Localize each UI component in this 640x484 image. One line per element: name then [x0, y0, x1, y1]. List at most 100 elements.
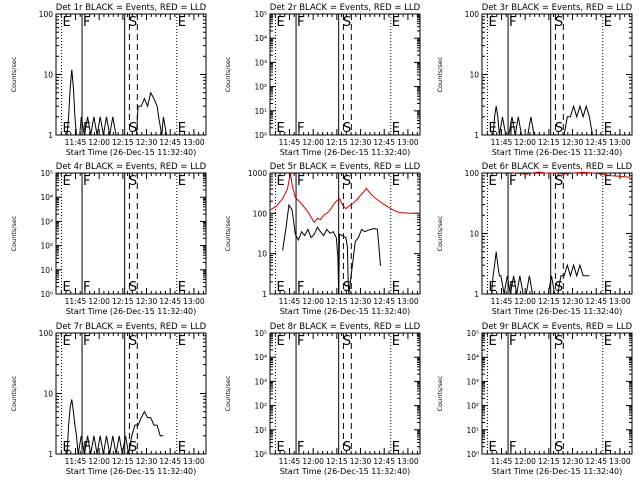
x-tick-label: 12:15: [326, 297, 348, 306]
x-tick-label: 12:15: [112, 457, 134, 466]
x-tick-label: 12:15: [538, 457, 560, 466]
x-tick-label: 12:30: [562, 138, 584, 147]
marker-letter-bottom-E: E: [392, 280, 400, 295]
y-tick-label: 1: [474, 131, 479, 140]
y-tick-label: 10⁴: [254, 353, 267, 362]
y-tick-label: 10⁴: [466, 353, 479, 362]
x-tick-label: 13:00: [183, 457, 205, 466]
marker-letter-bottom-E: E: [604, 280, 612, 295]
marker-letter-top-E: E: [63, 15, 71, 30]
events-series-line: [491, 251, 590, 295]
marker-letter-top-E: E: [489, 15, 497, 30]
y-axis-label: Counts/sec: [436, 375, 444, 411]
x-tick-label: 12:30: [350, 457, 372, 466]
marker-letter-top-E: E: [392, 15, 400, 30]
y-axis-label: Counts/sec: [10, 56, 18, 92]
y-tick-label: 10³: [40, 217, 53, 226]
plot-frame: [55, 332, 207, 455]
marker-letter-top-E: E: [604, 15, 612, 30]
x-tick-label: 11:45: [279, 457, 301, 466]
marker-letter-bottom-F: F: [509, 121, 516, 136]
x-tick-label: 12:45: [159, 457, 181, 466]
x-tick-label: 12:15: [112, 297, 134, 306]
x-axis-label: Start Time (26-Dec-15 11:32:40): [492, 307, 623, 316]
marker-letter-bottom-E: E: [63, 280, 71, 295]
y-tick-label: 1: [48, 450, 53, 459]
x-tick-label: 12:00: [88, 138, 110, 147]
y-axis-label: Counts/sec: [10, 375, 18, 411]
y-tick-label: 10²: [40, 242, 53, 251]
marker-letter-top-S: S: [343, 15, 351, 30]
x-tick-label: 12:45: [159, 297, 181, 306]
plot-frame: [481, 172, 633, 295]
events-series-line: [492, 104, 596, 136]
x-tick-label: 11:45: [491, 138, 513, 147]
marker-letter-bottom-F: F: [297, 121, 304, 136]
panel-det-4: Det 4r BLACK = Events, RED = LLD Counts/s…: [10, 162, 207, 316]
y-axis-label: Counts/sec: [436, 215, 444, 251]
y-tick-label: 10⁴: [254, 34, 267, 43]
x-axis-label: Start Time (26-Dec-15 11:32:40): [66, 307, 197, 316]
x-tick-label: 12:15: [538, 297, 560, 306]
marker-letter-top-S: S: [555, 334, 563, 349]
x-tick-label: 12:45: [585, 138, 607, 147]
y-tick-label: 10: [43, 71, 53, 80]
x-tick-label: 11:45: [491, 457, 513, 466]
marker-letter-top-S: S: [555, 15, 563, 30]
x-tick-label: 13:00: [609, 297, 631, 306]
marker-letter-bottom-F: F: [297, 280, 304, 295]
marker-letter-top-E: E: [178, 334, 186, 349]
marker-letter-bottom-E: E: [63, 121, 71, 136]
marker-letter-bottom-F: F: [83, 121, 90, 136]
x-tick-label: 13:00: [609, 138, 631, 147]
plot-frame: [269, 332, 421, 455]
y-tick-label: 10⁵: [254, 329, 267, 338]
x-tick-label: 11:45: [65, 138, 87, 147]
y-tick-label: 10³: [254, 58, 267, 67]
x-axis-label: Start Time (26-Dec-15 11:32:40): [492, 148, 623, 157]
panel-title: Det 9r BLACK = Events, RED = LLD: [482, 322, 633, 332]
x-tick-label: 12:45: [373, 138, 395, 147]
panel-title: Det 4r BLACK = Events, RED = LLD: [56, 162, 207, 172]
y-tick-label: 10⁵: [466, 329, 479, 338]
y-tick-label: 10²: [254, 83, 267, 92]
marker-letter-top-F: F: [509, 15, 516, 30]
y-tick-label: 10¹: [40, 266, 53, 275]
panel-title: Det 1r BLACK = Events, RED = LLD: [56, 3, 207, 13]
y-tick-label: 100: [465, 10, 480, 19]
x-tick-label: 12:00: [88, 297, 110, 306]
marker-letter-top-F: F: [83, 15, 90, 30]
plot-frame: [481, 13, 633, 136]
events-series-line: [282, 203, 381, 295]
y-tick-label: 1: [474, 290, 479, 299]
y-tick-label: 10¹: [466, 426, 479, 435]
x-tick-label: 13:00: [397, 297, 419, 306]
x-axis-label: Start Time (26-Dec-15 11:32:40): [66, 467, 197, 476]
panel-title: Det 3r BLACK = Events, RED = LLD: [482, 3, 633, 13]
marker-letter-bottom-F: F: [83, 440, 90, 455]
y-tick-label: 100: [465, 169, 480, 178]
marker-letter-bottom-S: S: [555, 121, 563, 136]
marker-letter-bottom-S: S: [343, 440, 351, 455]
y-tick-label: 10³: [254, 377, 267, 386]
x-tick-label: 13:00: [183, 138, 205, 147]
x-tick-label: 11:45: [279, 297, 301, 306]
x-tick-label: 12:30: [136, 297, 158, 306]
x-axis-label: Start Time (26-Dec-15 11:32:40): [280, 307, 411, 316]
marker-letter-bottom-E: E: [178, 121, 186, 136]
plot-frame: [269, 172, 421, 295]
x-tick-label: 12:30: [562, 457, 584, 466]
marker-letter-top-E: E: [392, 174, 400, 189]
marker-letter-bottom-S: S: [343, 280, 351, 295]
marker-letter-top-E: E: [392, 334, 400, 349]
y-axis-label: Counts/sec: [224, 215, 232, 251]
marker-letter-bottom-S: S: [129, 121, 137, 136]
x-tick-label: 12:30: [350, 297, 372, 306]
marker-letter-bottom-S: S: [555, 440, 563, 455]
marker-letter-bottom-E: E: [63, 440, 71, 455]
x-tick-label: 13:00: [397, 138, 419, 147]
marker-letter-bottom-S: S: [129, 280, 137, 295]
x-tick-label: 12:30: [562, 297, 584, 306]
marker-letter-top-E: E: [63, 174, 71, 189]
marker-letter-bottom-E: E: [277, 280, 285, 295]
